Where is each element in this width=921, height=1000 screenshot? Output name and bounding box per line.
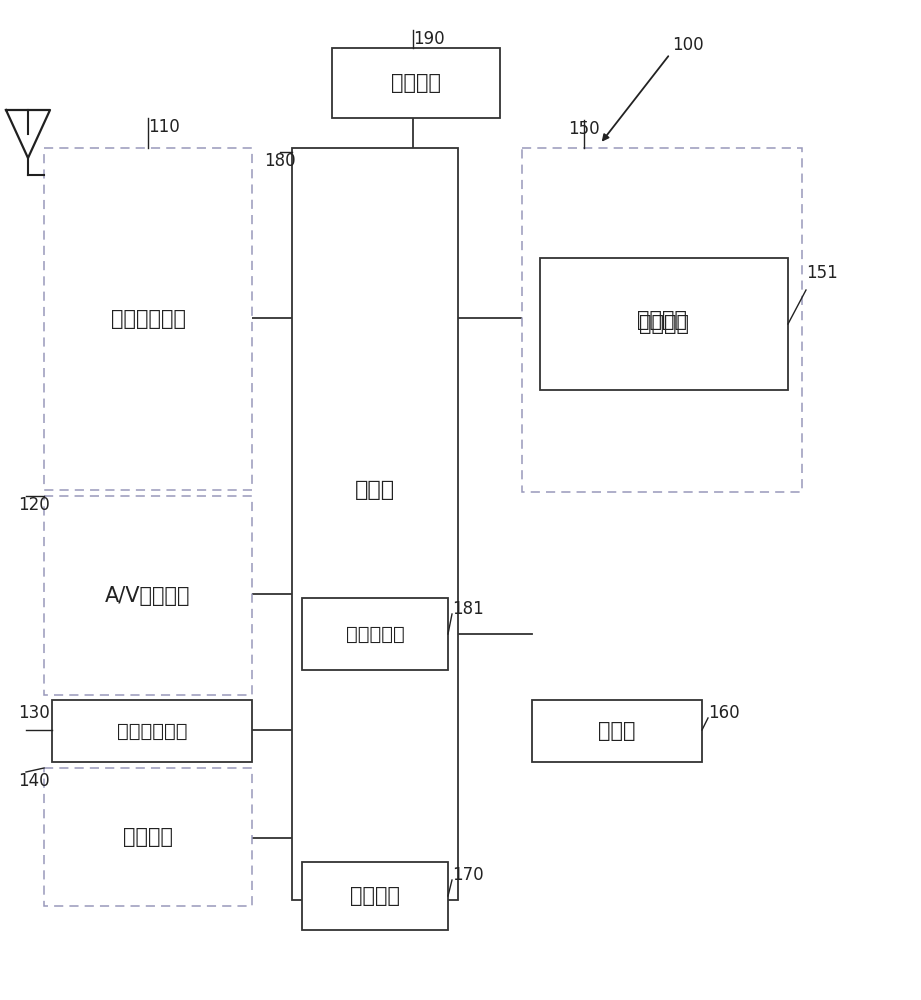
Text: A/V输入单元: A/V输入单元 — [105, 585, 191, 605]
Bar — [332, 48, 500, 118]
Text: 用户输入单元: 用户输入单元 — [117, 722, 187, 740]
Text: 感测单元: 感测单元 — [123, 827, 173, 847]
Text: 151: 151 — [806, 264, 838, 282]
Text: 接口单元: 接口单元 — [350, 886, 400, 906]
Bar — [302, 598, 448, 670]
Text: 显示单元: 显示单元 — [639, 314, 689, 334]
Text: 无线通信单元: 无线通信单元 — [111, 309, 185, 329]
Text: 130: 130 — [18, 704, 50, 722]
Text: 190: 190 — [413, 30, 445, 48]
Text: 控制器: 控制器 — [355, 480, 395, 500]
Text: 110: 110 — [148, 118, 180, 136]
Text: 181: 181 — [452, 600, 484, 618]
Bar — [532, 700, 702, 762]
Text: 140: 140 — [18, 772, 50, 790]
Bar — [292, 148, 458, 900]
Text: 180: 180 — [264, 152, 296, 170]
Bar — [44, 768, 252, 906]
Bar — [302, 862, 448, 930]
Text: 输出单元: 输出单元 — [637, 310, 687, 330]
Bar — [44, 496, 252, 695]
Bar — [52, 700, 252, 762]
Text: 150: 150 — [568, 120, 600, 138]
Text: 120: 120 — [18, 496, 50, 514]
Text: 100: 100 — [672, 36, 704, 54]
Polygon shape — [6, 110, 50, 158]
Bar — [44, 148, 252, 490]
Text: 多媒体模块: 多媒体模块 — [345, 624, 404, 644]
Text: 电源单元: 电源单元 — [391, 73, 441, 93]
Bar — [522, 148, 802, 492]
Bar — [540, 258, 788, 390]
Text: 170: 170 — [452, 866, 484, 884]
Text: 存储器: 存储器 — [599, 721, 635, 741]
Text: 160: 160 — [708, 704, 740, 722]
